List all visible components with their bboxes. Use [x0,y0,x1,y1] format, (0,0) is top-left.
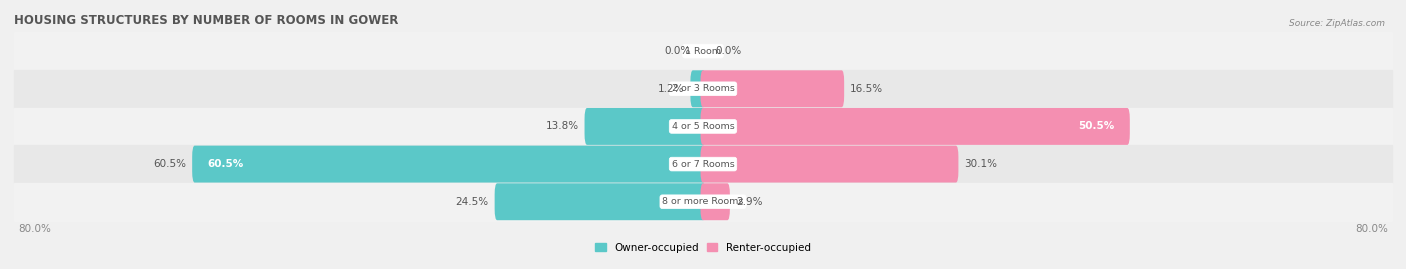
Text: 30.1%: 30.1% [965,159,997,169]
Text: 0.0%: 0.0% [716,46,742,56]
FancyBboxPatch shape [495,183,706,220]
Text: 8 or more Rooms: 8 or more Rooms [662,197,744,206]
FancyBboxPatch shape [585,108,706,145]
Bar [14,70,1392,108]
Bar [14,32,1392,70]
FancyBboxPatch shape [690,70,706,107]
Text: 0.0%: 0.0% [664,46,690,56]
Text: 16.5%: 16.5% [851,84,883,94]
FancyBboxPatch shape [700,108,1130,145]
Text: 60.5%: 60.5% [153,159,186,169]
Text: 4 or 5 Rooms: 4 or 5 Rooms [672,122,734,131]
Text: 1 Room: 1 Room [685,47,721,56]
Legend: Owner-occupied, Renter-occupied: Owner-occupied, Renter-occupied [591,238,815,257]
Bar [14,108,1392,145]
Text: 24.5%: 24.5% [456,197,489,207]
Bar [14,145,1392,183]
Bar [14,183,1392,221]
Text: Source: ZipAtlas.com: Source: ZipAtlas.com [1289,19,1385,28]
Text: HOUSING STRUCTURES BY NUMBER OF ROOMS IN GOWER: HOUSING STRUCTURES BY NUMBER OF ROOMS IN… [14,14,398,27]
Text: 60.5%: 60.5% [207,159,243,169]
Text: 2 or 3 Rooms: 2 or 3 Rooms [672,84,734,93]
Text: 13.8%: 13.8% [546,121,579,132]
FancyBboxPatch shape [700,70,844,107]
Text: 2.9%: 2.9% [735,197,762,207]
Text: 50.5%: 50.5% [1078,121,1115,132]
Text: 80.0%: 80.0% [1355,224,1388,233]
Text: 6 or 7 Rooms: 6 or 7 Rooms [672,160,734,169]
Text: 1.2%: 1.2% [658,84,685,94]
FancyBboxPatch shape [193,146,706,183]
FancyBboxPatch shape [700,146,959,183]
FancyBboxPatch shape [700,183,730,220]
Text: 80.0%: 80.0% [18,224,51,233]
